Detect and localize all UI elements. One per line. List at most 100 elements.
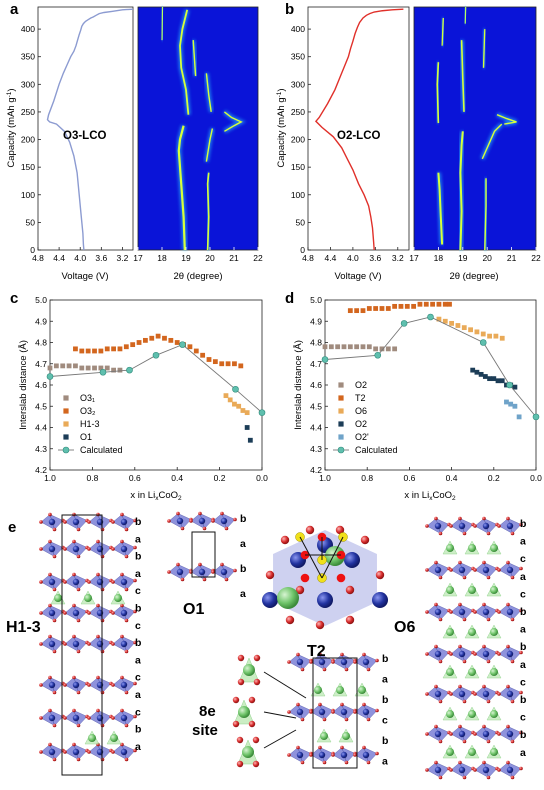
legend-marker bbox=[338, 434, 344, 440]
co-atom bbox=[434, 730, 442, 738]
pointer-line bbox=[263, 729, 297, 749]
y-tick-label: 350 bbox=[21, 52, 35, 62]
x-tick-label: 3.2 bbox=[392, 253, 404, 263]
o-atom bbox=[72, 539, 76, 544]
y-tick-label: 4.7 bbox=[35, 359, 47, 369]
data-point bbox=[379, 346, 385, 352]
data-point bbox=[508, 401, 514, 407]
co-atom bbox=[296, 708, 304, 716]
co-atom bbox=[48, 609, 56, 617]
li-atom bbox=[490, 628, 498, 636]
stack-letter: b bbox=[382, 694, 388, 706]
stack-letter: b bbox=[240, 513, 246, 525]
panel-a: 4.8 4.4 4.0 3.6 3.2050100150200250300350400 … bbox=[6, 6, 263, 282]
data-point bbox=[236, 403, 242, 409]
stack-letter: c bbox=[520, 553, 526, 565]
o-atom bbox=[458, 760, 462, 765]
site-red bbox=[300, 573, 310, 583]
data-point bbox=[193, 348, 199, 354]
data-point bbox=[126, 366, 133, 374]
o-atom bbox=[296, 745, 300, 750]
xrd-peak bbox=[436, 62, 440, 124]
b-xrd-plot bbox=[413, 6, 537, 251]
o-atom bbox=[72, 675, 76, 680]
o-atom bbox=[482, 760, 486, 765]
x-tick-label: 0.4 bbox=[171, 473, 183, 483]
o-atom bbox=[198, 511, 202, 516]
o-atom bbox=[510, 659, 515, 664]
x-tick-label: 18 bbox=[434, 253, 444, 263]
li-atom bbox=[54, 594, 62, 602]
o-atom bbox=[300, 667, 305, 672]
o-atom bbox=[76, 649, 81, 654]
o-atom bbox=[76, 757, 81, 762]
x-tick-label: 0.8 bbox=[361, 473, 373, 483]
o-atom bbox=[237, 678, 245, 686]
y-tick-label: 4.5 bbox=[310, 401, 322, 411]
a-capacity-ylabel: Capacity (mAh g-1) bbox=[6, 88, 17, 167]
stack-letter: a bbox=[135, 568, 141, 580]
o-atom bbox=[252, 736, 260, 744]
xrd-peak bbox=[205, 128, 214, 162]
x-tick-label: 3.6 bbox=[95, 253, 107, 263]
panel-letter-a: a bbox=[10, 1, 19, 18]
x-tick-label: 18 bbox=[157, 253, 167, 263]
o-atom bbox=[519, 566, 523, 571]
d-plot-frame bbox=[324, 299, 537, 471]
t2-top-view bbox=[262, 525, 388, 630]
x-tick-label: 4.8 bbox=[302, 253, 314, 263]
unit-cell bbox=[191, 531, 216, 578]
o-atom bbox=[295, 585, 305, 595]
site-red bbox=[336, 573, 346, 583]
co-atom bbox=[262, 592, 278, 608]
o-atom bbox=[425, 652, 429, 656]
panel-letter-c: c bbox=[10, 290, 18, 307]
li-atom bbox=[490, 668, 498, 676]
stack-letter: b bbox=[240, 563, 246, 575]
co-atom bbox=[340, 658, 348, 666]
x-tick-label: 4.0 bbox=[74, 253, 86, 263]
li-atom bbox=[242, 746, 254, 758]
data-point bbox=[347, 308, 353, 314]
y-tick-label: 150 bbox=[291, 162, 305, 172]
voltage-curve bbox=[314, 8, 404, 251]
o-atom bbox=[285, 615, 295, 625]
o-atom bbox=[305, 525, 315, 535]
stack-letter: c bbox=[135, 706, 141, 718]
data-point bbox=[360, 308, 366, 314]
xrd-peak bbox=[459, 131, 464, 251]
o-atom bbox=[39, 716, 43, 720]
data-point bbox=[482, 374, 488, 379]
o-atom bbox=[133, 545, 137, 550]
o-atom bbox=[72, 708, 76, 713]
co-atom bbox=[482, 522, 490, 530]
data-point bbox=[79, 365, 85, 371]
data-point bbox=[85, 365, 91, 371]
o-atom bbox=[318, 745, 322, 750]
legend-marker bbox=[63, 421, 69, 427]
o-atom bbox=[438, 775, 443, 780]
o-atom bbox=[425, 768, 429, 772]
o-atom bbox=[87, 547, 91, 551]
o-atom bbox=[434, 724, 438, 729]
data-point bbox=[354, 344, 360, 350]
y-tick-label: 400 bbox=[291, 24, 305, 34]
o-atom bbox=[473, 568, 477, 572]
o-atom bbox=[497, 568, 501, 572]
li-atom bbox=[446, 668, 454, 676]
stack-letter: a bbox=[382, 674, 388, 686]
co-atom bbox=[48, 681, 56, 689]
data-point bbox=[335, 344, 341, 350]
co-atom bbox=[198, 568, 206, 576]
data-point bbox=[487, 376, 492, 382]
o-atom bbox=[296, 652, 300, 657]
legend-marker bbox=[337, 446, 345, 454]
o-atom bbox=[438, 531, 443, 536]
o-atom bbox=[133, 640, 137, 645]
data-point bbox=[225, 361, 231, 367]
li-atom bbox=[446, 710, 454, 718]
co-atom bbox=[120, 578, 128, 586]
o-atom bbox=[473, 732, 477, 736]
li-atom bbox=[490, 748, 498, 756]
data-point bbox=[479, 339, 487, 346]
